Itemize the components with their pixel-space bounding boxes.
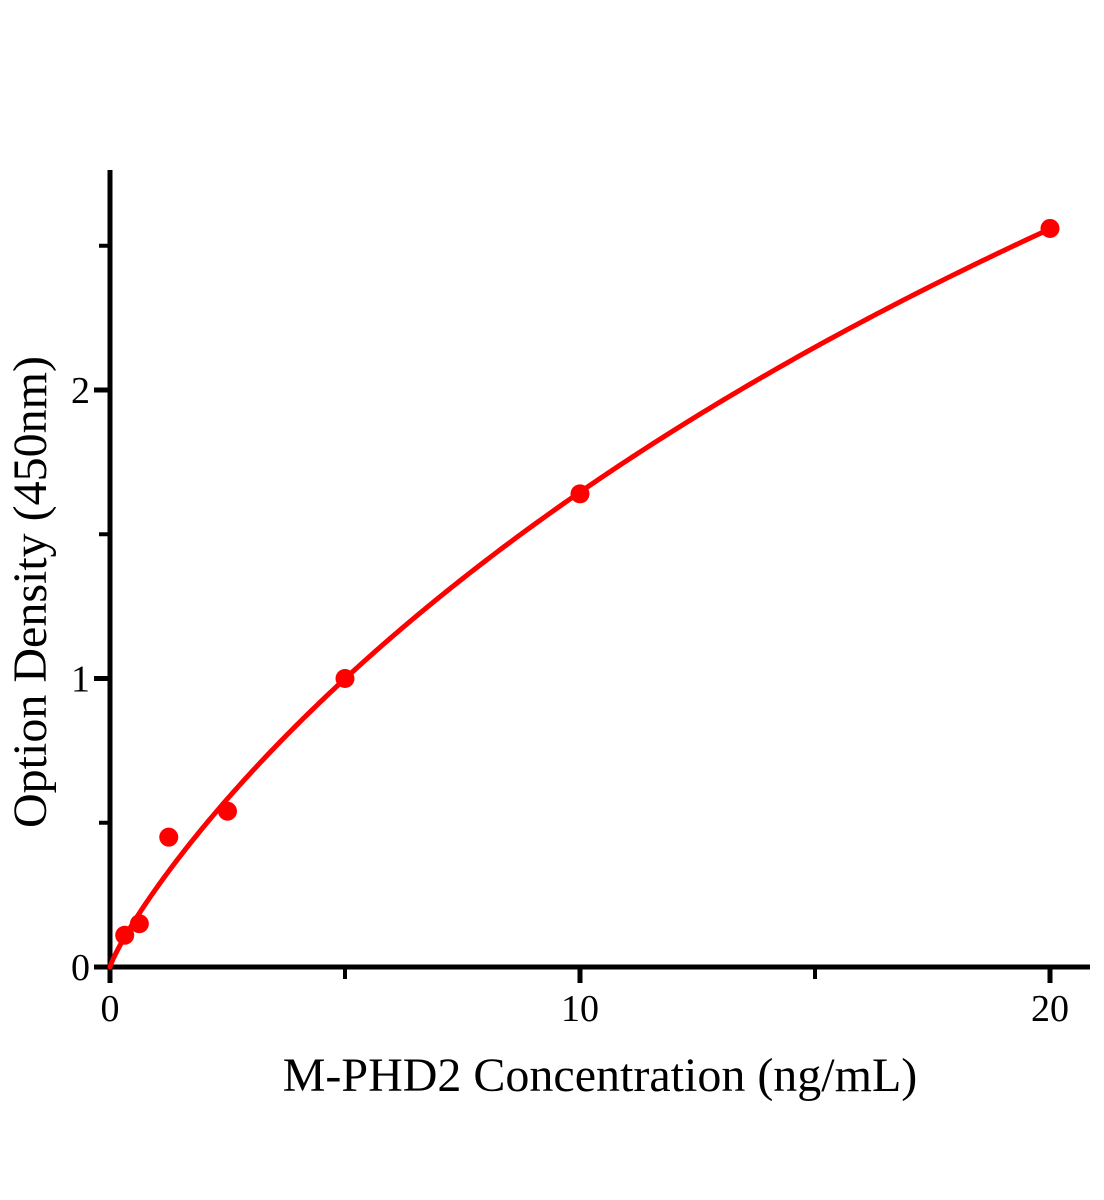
data-point bbox=[335, 669, 355, 688]
data-point bbox=[570, 484, 590, 504]
data-point bbox=[1040, 218, 1060, 238]
x-tick-label: 0 bbox=[101, 988, 120, 1030]
x-tick-label: 20 bbox=[1031, 988, 1069, 1030]
standard-curve-line bbox=[107, 226, 1053, 970]
x-tick-label: 10 bbox=[561, 988, 599, 1030]
y-tick-label: 0 bbox=[71, 947, 90, 989]
data-point bbox=[129, 914, 149, 934]
data-point bbox=[115, 925, 135, 945]
y-tick-label: 1 bbox=[71, 659, 90, 701]
x-axis-title: M-PHD2 Concentration (ng/mL) bbox=[283, 1049, 918, 1102]
data-point bbox=[159, 827, 179, 847]
y-tick-label: 2 bbox=[71, 370, 90, 412]
y-axis-title: Option Density (450nm) bbox=[4, 356, 57, 828]
data-point bbox=[218, 801, 237, 821]
